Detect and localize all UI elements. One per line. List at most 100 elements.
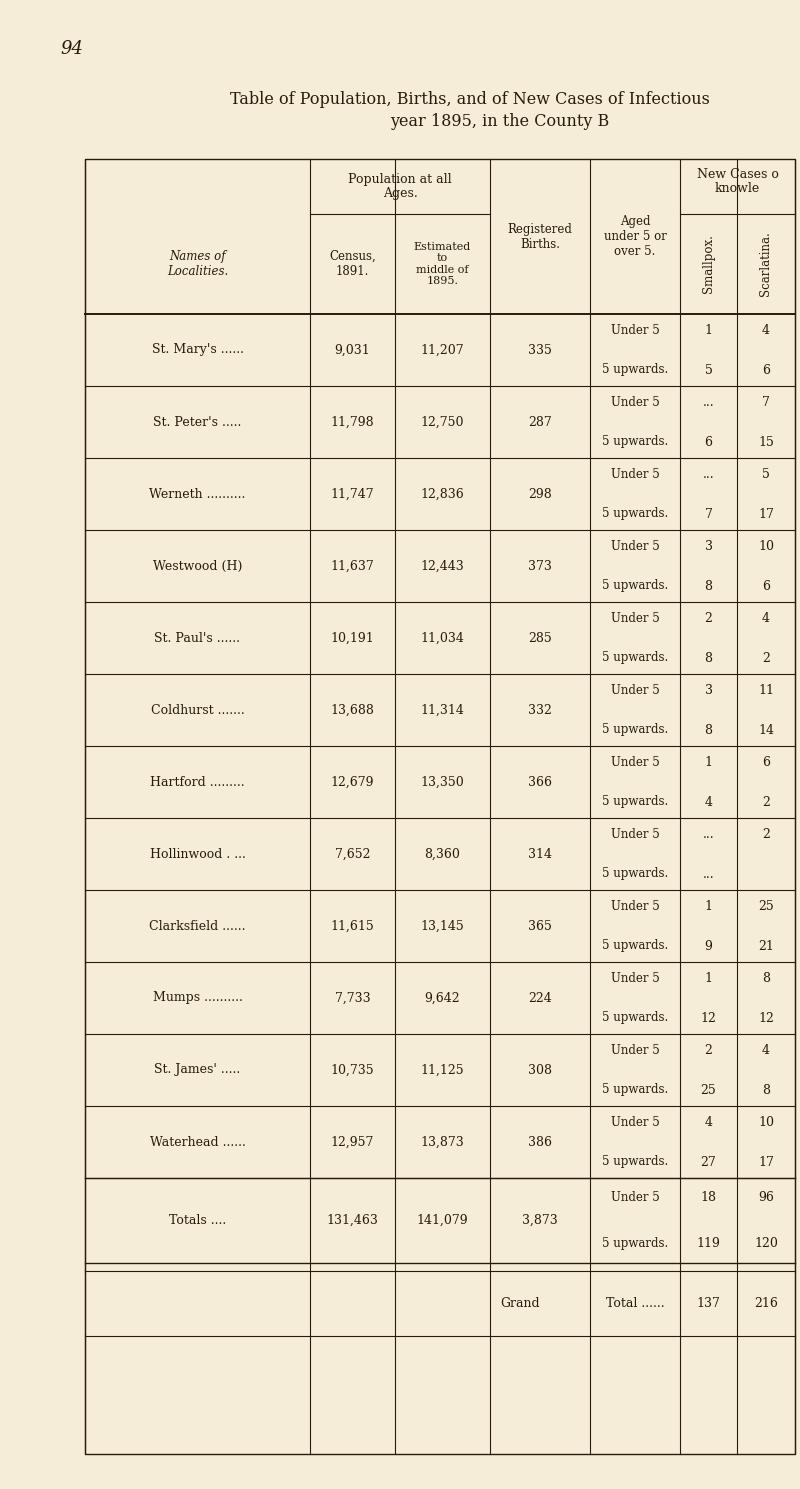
Text: 285: 285 (528, 631, 552, 645)
Text: 12: 12 (701, 1011, 717, 1024)
Text: 11: 11 (758, 683, 774, 697)
Text: 373: 373 (528, 560, 552, 572)
Text: 2: 2 (762, 795, 770, 809)
Text: Under 5: Under 5 (610, 1044, 659, 1057)
Text: ...: ... (702, 396, 714, 408)
Text: 4: 4 (705, 1115, 713, 1129)
Text: 216: 216 (754, 1297, 778, 1310)
Text: 365: 365 (528, 920, 552, 932)
Text: Table of Population, Births, and of New Cases of Infectious: Table of Population, Births, and of New … (230, 91, 715, 107)
Text: 1: 1 (705, 323, 713, 337)
Text: Westwood (H): Westwood (H) (153, 560, 242, 572)
Text: Under 5: Under 5 (610, 683, 659, 697)
Text: 96: 96 (758, 1191, 774, 1203)
Text: 2: 2 (705, 612, 713, 624)
Text: 141,079: 141,079 (417, 1214, 468, 1227)
Text: 11,615: 11,615 (330, 920, 374, 932)
Text: 4: 4 (705, 795, 713, 809)
Text: Clarksfield ......: Clarksfield ...... (150, 920, 246, 932)
Text: 6: 6 (705, 435, 713, 448)
Text: 6: 6 (762, 755, 770, 768)
Text: 13,873: 13,873 (421, 1136, 464, 1148)
Text: 5 upwards.: 5 upwards. (602, 1011, 668, 1024)
Text: 8: 8 (762, 1084, 770, 1096)
Text: 314: 314 (528, 847, 552, 861)
Bar (85, 159, 795, 1453)
Text: 2: 2 (705, 1044, 713, 1057)
Text: 27: 27 (701, 1155, 716, 1169)
Text: 5 upwards.: 5 upwards. (602, 724, 668, 737)
Text: 12,750: 12,750 (421, 415, 464, 429)
Text: Under 5: Under 5 (610, 899, 659, 913)
Text: 12,679: 12,679 (330, 776, 374, 789)
Text: 5 upwards.: 5 upwards. (602, 795, 668, 809)
Text: Hartford .........: Hartford ......... (150, 776, 245, 789)
Text: 6: 6 (762, 579, 770, 593)
Text: 94: 94 (60, 40, 83, 58)
Text: St. James' .....: St. James' ..... (154, 1063, 241, 1077)
Text: Under 5: Under 5 (610, 323, 659, 337)
Text: Under 5: Under 5 (610, 396, 659, 408)
Text: 8: 8 (705, 579, 713, 593)
Text: 5 upwards.: 5 upwards. (602, 579, 668, 593)
Text: 6: 6 (762, 363, 770, 377)
Text: Under 5: Under 5 (610, 971, 659, 984)
Text: 12,443: 12,443 (421, 560, 464, 572)
Text: St. Paul's ......: St. Paul's ...... (154, 631, 241, 645)
Text: 1: 1 (705, 899, 713, 913)
Text: 5 upwards.: 5 upwards. (602, 1237, 668, 1251)
Text: 8: 8 (762, 971, 770, 984)
Text: 5 upwards.: 5 upwards. (602, 652, 668, 664)
Text: Registered
Births.: Registered Births. (507, 222, 573, 250)
Text: 7: 7 (762, 396, 770, 408)
Text: 5 upwards.: 5 upwards. (602, 868, 668, 880)
Text: 12: 12 (758, 1011, 774, 1024)
Text: 5 upwards.: 5 upwards. (602, 1084, 668, 1096)
Text: 8,360: 8,360 (425, 847, 461, 861)
Text: ...: ... (702, 828, 714, 840)
Text: 131,463: 131,463 (326, 1214, 378, 1227)
Text: 13,688: 13,688 (330, 703, 374, 716)
Text: St. Mary's ......: St. Mary's ...... (151, 344, 243, 356)
Text: 5 upwards.: 5 upwards. (602, 508, 668, 521)
Text: 308: 308 (528, 1063, 552, 1077)
Text: Werneth ..........: Werneth .......... (150, 487, 246, 500)
Text: 12,836: 12,836 (421, 487, 464, 500)
Text: ...: ... (702, 468, 714, 481)
Text: 5 upwards.: 5 upwards. (602, 435, 668, 448)
Text: Waterhead ......: Waterhead ...... (150, 1136, 246, 1148)
Text: 25: 25 (701, 1084, 716, 1096)
Text: 11,207: 11,207 (421, 344, 464, 356)
Text: 10,735: 10,735 (330, 1063, 374, 1077)
Text: Under 5: Under 5 (610, 1191, 659, 1203)
Text: Estimated
to
middle of
1895.: Estimated to middle of 1895. (414, 241, 471, 286)
Text: 11,125: 11,125 (421, 1063, 464, 1077)
Text: 1: 1 (705, 755, 713, 768)
Text: Smallpox.: Smallpox. (702, 235, 715, 293)
Text: Coldhurst .......: Coldhurst ....... (150, 703, 244, 716)
Text: Census,
1891.: Census, 1891. (329, 250, 376, 278)
Text: 13,350: 13,350 (421, 776, 464, 789)
Text: 7,652: 7,652 (334, 847, 370, 861)
Text: 11,637: 11,637 (330, 560, 374, 572)
Text: New Cases o
knowle: New Cases o knowle (697, 167, 778, 195)
Text: Total ......: Total ...... (606, 1297, 664, 1310)
Text: Names of
Localities.: Names of Localities. (167, 250, 228, 278)
Text: 298: 298 (528, 487, 552, 500)
Text: 10: 10 (758, 1115, 774, 1129)
Text: 8: 8 (705, 724, 713, 737)
Text: 17: 17 (758, 508, 774, 521)
Text: 21: 21 (758, 940, 774, 953)
Text: 25: 25 (758, 899, 774, 913)
Text: 5 upwards.: 5 upwards. (602, 363, 668, 377)
Text: St. Peter's .....: St. Peter's ..... (154, 415, 242, 429)
Text: 12,957: 12,957 (331, 1136, 374, 1148)
Text: 366: 366 (528, 776, 552, 789)
Text: 332: 332 (528, 703, 552, 716)
Text: 11,798: 11,798 (330, 415, 374, 429)
Text: Under 5: Under 5 (610, 828, 659, 840)
Text: 119: 119 (697, 1237, 721, 1251)
Text: 1: 1 (705, 971, 713, 984)
Text: Under 5: Under 5 (610, 755, 659, 768)
Text: Hollinwood . ...: Hollinwood . ... (150, 847, 246, 861)
